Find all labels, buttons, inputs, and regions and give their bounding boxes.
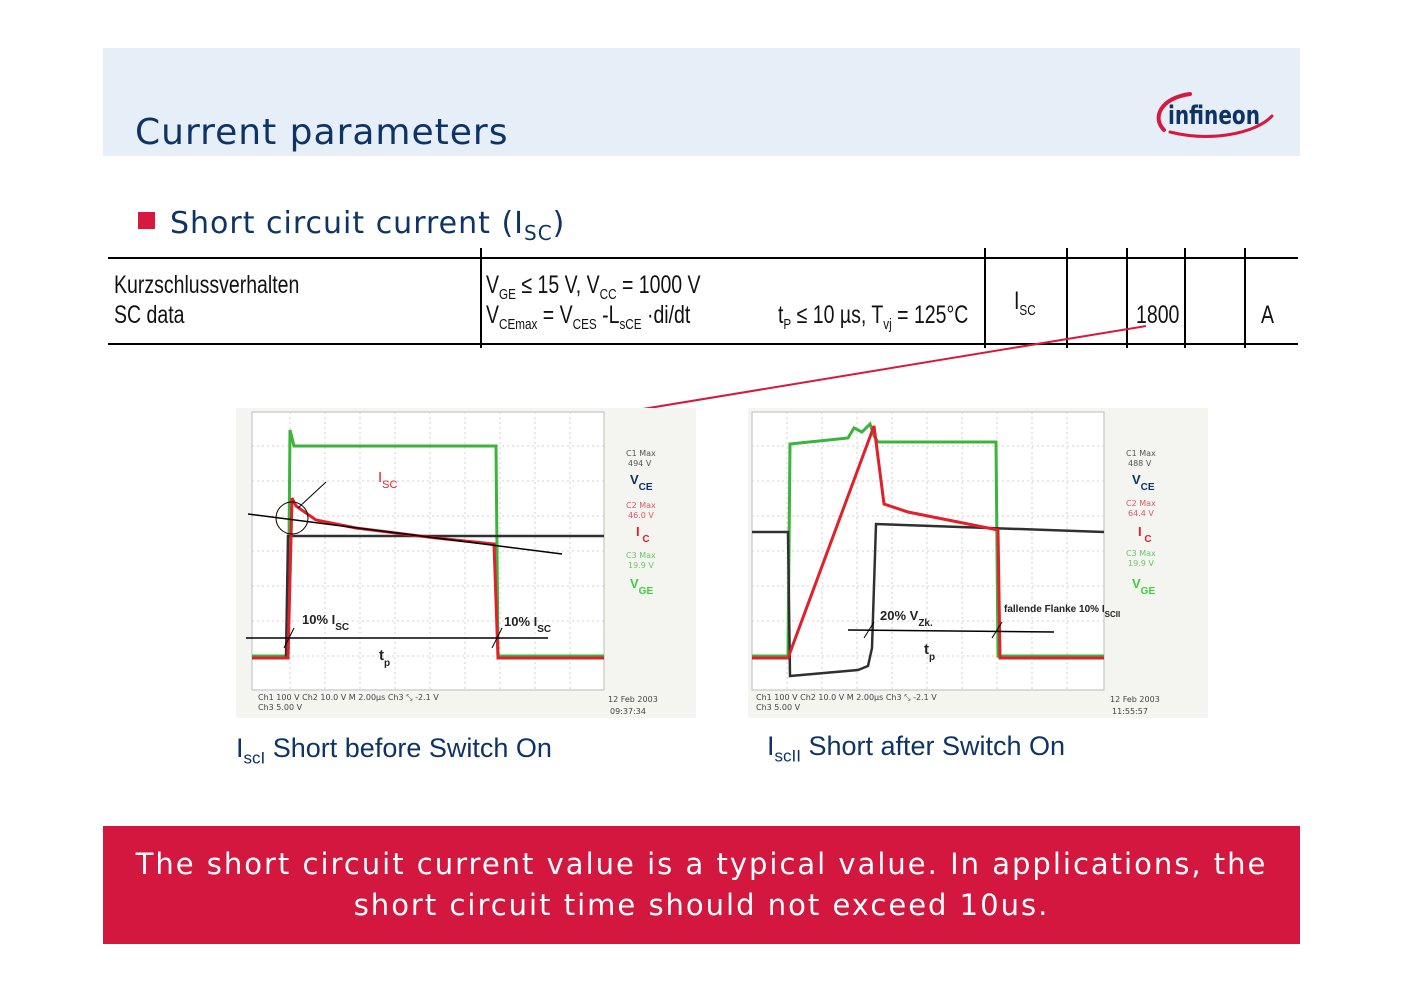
- scope-date: 12 Feb 2003: [1110, 695, 1160, 704]
- ch1-max: C1 Max: [626, 449, 656, 458]
- spec-top-rule: [108, 257, 1298, 259]
- trace-vge: [752, 522, 1105, 678]
- scope-left: ISC 10% ISC 10% ISC tp C1 Max 494 V VCE …: [236, 408, 696, 718]
- ch3-val: 19.9 V: [628, 561, 654, 570]
- scope-right: 20% VZk. fallende Flanke 10% ISCII tp C1…: [748, 408, 1208, 718]
- page-title: Current parameters: [135, 112, 509, 153]
- ch3-val: 19.9 V: [1128, 559, 1154, 568]
- bullet-square-icon: [138, 212, 155, 229]
- label-tp: tp: [924, 641, 935, 663]
- footer-banner: The short circuit current value is a typ…: [103, 826, 1300, 944]
- infineon-logo: infineon: [1156, 92, 1274, 138]
- bullet-close: ): [552, 206, 566, 241]
- scope-time: 09:37:34: [610, 707, 646, 716]
- caption-right-main: I: [767, 731, 775, 761]
- spec-divider: [1066, 248, 1068, 348]
- spec-divider: [1244, 248, 1246, 348]
- caption-right-text: Short after Switch On: [800, 731, 1066, 761]
- peak-circle: [275, 501, 309, 535]
- bullet-sub: SC: [524, 221, 553, 245]
- ch1-max: C1 Max: [1126, 449, 1156, 458]
- spec-divider: [1126, 248, 1128, 348]
- spec-label-de: Kurzschlussverhalten: [114, 271, 300, 299]
- spec-bottom-rule: [108, 343, 1298, 345]
- caption-left: IscI Short before Switch On: [236, 733, 552, 768]
- ch1-val: 494 V: [628, 459, 652, 468]
- spec-label-en: SC data: [114, 301, 185, 329]
- scope-status: Ch1 100 V Ch2 10.0 V M 2.00µs Ch3 ⤡ -2.1…: [756, 693, 937, 702]
- scope-status: Ch1 100 V Ch2 10.0 V M 2.00µs Ch3 ⤡ -2.1…: [258, 693, 439, 702]
- caption-right-sub: scII: [774, 746, 801, 766]
- spec-table: Kurzschlussverhalten SC data VGE ≤ 15 V,…: [108, 248, 1298, 348]
- spec-divider: [984, 248, 986, 348]
- ch3-max: C3 Max: [626, 551, 656, 560]
- label-tp: tp: [379, 647, 390, 669]
- caption-left-main: I: [236, 733, 244, 763]
- ch2-val: 46.0 V: [628, 511, 654, 520]
- ch2-max: C2 Max: [626, 501, 656, 510]
- trace-vce: [752, 421, 1104, 658]
- ch2-max: C2 Max: [1126, 499, 1156, 508]
- header-band: [103, 48, 1300, 156]
- tp-line: [847, 629, 1055, 633]
- caption-left-text: Short before Switch On: [265, 733, 552, 763]
- ch2-val: 64.4 V: [1128, 509, 1154, 518]
- caption-right: IscII Short after Switch On: [767, 731, 1065, 766]
- svg-text:infineon: infineon: [1168, 101, 1260, 131]
- spec-symbol: ISC: [1014, 287, 1036, 319]
- ch3-max: C3 Max: [1126, 549, 1156, 558]
- spec-divider: [1184, 248, 1186, 348]
- bullet-short-circuit: Short circuit current (ISC): [138, 206, 565, 245]
- spec-condition-1: VGE ≤ 15 V, VCC = 1000 V: [486, 271, 701, 303]
- ch1-val: 488 V: [1128, 459, 1152, 468]
- trace-ic: [752, 425, 1104, 660]
- spec-condition-2: VCEmax = VCES -LsCE ·di/dt: [486, 301, 691, 333]
- tangent-line: [247, 513, 563, 555]
- label-falling-edge: fallende Flanke 10% ISCII: [1004, 604, 1120, 619]
- spec-condition-right: tP ≤ 10 µs, Tvj = 125°C: [778, 301, 969, 333]
- spec-value: 1800: [1136, 301, 1180, 329]
- scope-date: 12 Feb 2003: [608, 695, 658, 704]
- caption-left-sub: scI: [243, 748, 266, 768]
- spec-divider: [480, 248, 482, 348]
- scope-status-2: Ch3 5.00 V: [258, 703, 303, 712]
- scope-status-2: Ch3 5.00 V: [756, 703, 801, 712]
- bullet-text: Short circuit current (I: [170, 206, 524, 241]
- footer-text: The short circuit current value is a typ…: [135, 847, 1268, 922]
- spec-unit: A: [1261, 301, 1275, 329]
- trace-ic: [252, 497, 604, 660]
- scope-time: 11:55:57: [1112, 707, 1148, 716]
